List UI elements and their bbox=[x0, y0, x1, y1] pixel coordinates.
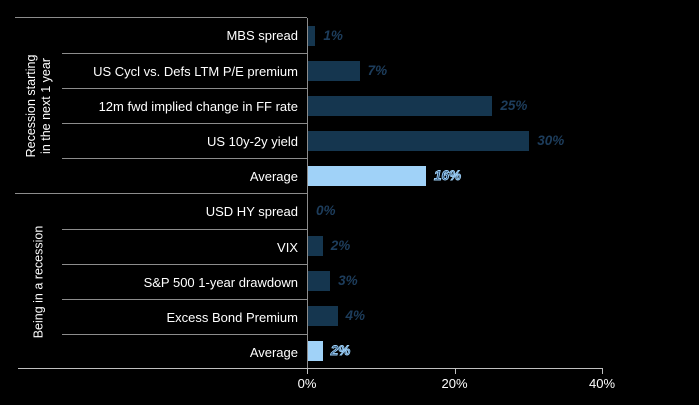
group-category-labels: MBS spread US Cycl vs. Defs LTM P/E prem… bbox=[62, 18, 307, 193]
category-label: S&P 500 1-year drawdown bbox=[62, 264, 307, 299]
bar-row: 4% bbox=[308, 298, 699, 333]
bar-sp500-drawdown bbox=[308, 270, 331, 291]
y-axis-line bbox=[307, 18, 308, 368]
bar-row: 3% bbox=[308, 263, 699, 298]
x-axis-tick-label: 20% bbox=[441, 376, 468, 391]
category-label: US Cycl vs. Defs LTM P/E premium bbox=[62, 53, 307, 88]
bar-average-next-year bbox=[308, 165, 426, 186]
bar-row: 1% bbox=[308, 18, 699, 53]
x-axis-tick bbox=[602, 368, 603, 374]
bar-row: 0% bbox=[308, 193, 699, 228]
x-axis-tick-label: 40% bbox=[588, 376, 616, 391]
bar-mbs-spread bbox=[308, 25, 316, 46]
value-label: 30% bbox=[537, 133, 565, 148]
bar-vix bbox=[308, 235, 323, 256]
category-label: US 10y-2y yield bbox=[62, 123, 307, 158]
group-label: Recession starting in the next 1 year bbox=[23, 54, 53, 157]
x-axis-tick bbox=[454, 368, 456, 374]
bar-row: 30% bbox=[308, 123, 699, 158]
group-recession-next-year: Recession starting in the next 1 year MB… bbox=[15, 17, 307, 193]
bar-row: 25% bbox=[308, 88, 699, 123]
bar-10y-2y-yield bbox=[308, 130, 530, 151]
bar-row: 2% bbox=[308, 333, 699, 368]
group-label-column: Recession starting in the next 1 year bbox=[15, 18, 62, 193]
category-label: USD HY spread bbox=[205, 204, 298, 219]
bar-average-in-recession bbox=[308, 340, 323, 361]
value-label: 25% bbox=[500, 98, 528, 113]
bar-excess-bond-premium bbox=[308, 305, 338, 326]
category-label-block: Recession starting in the next 1 year MB… bbox=[15, 17, 307, 369]
x-axis-tick-label: 0% bbox=[297, 376, 317, 391]
bar-ff-rate-change bbox=[308, 95, 493, 116]
bar-row: 16% bbox=[308, 158, 699, 193]
bar-row: 2% bbox=[308, 228, 699, 263]
x-axis-line bbox=[18, 368, 602, 369]
value-label-average: 16% bbox=[434, 168, 462, 184]
value-label-average: 2% bbox=[330, 343, 351, 359]
x-axis-tick bbox=[307, 368, 308, 374]
value-label: 7% bbox=[367, 63, 388, 78]
group-label: Being in a recession bbox=[31, 225, 45, 338]
group-being-in-recession: Being in a recession USD HY spread VIX S… bbox=[15, 193, 307, 369]
category-label: VIX bbox=[62, 229, 307, 264]
bar-cycl-defs-premium bbox=[308, 60, 360, 81]
bar-row: 7% bbox=[308, 53, 699, 88]
value-label: 0% bbox=[316, 203, 336, 218]
category-label: Excess Bond Premium bbox=[62, 299, 307, 334]
category-label: MBS spread bbox=[226, 28, 298, 43]
plot-area: 1% 7% 25% 30% 16% 0% 2% 3% bbox=[308, 18, 699, 368]
value-label: 1% bbox=[323, 28, 343, 43]
category-label: 12m fwd implied change in FF rate bbox=[62, 88, 307, 123]
category-label: Average bbox=[62, 334, 307, 369]
value-label: 3% bbox=[338, 273, 358, 288]
group-label-column: Being in a recession bbox=[15, 194, 62, 369]
group-category-labels: USD HY spread VIX S&P 500 1-year drawdow… bbox=[62, 194, 307, 369]
category-label: Average bbox=[62, 158, 307, 193]
value-label: 2% bbox=[330, 238, 351, 253]
value-label: 4% bbox=[345, 308, 366, 323]
